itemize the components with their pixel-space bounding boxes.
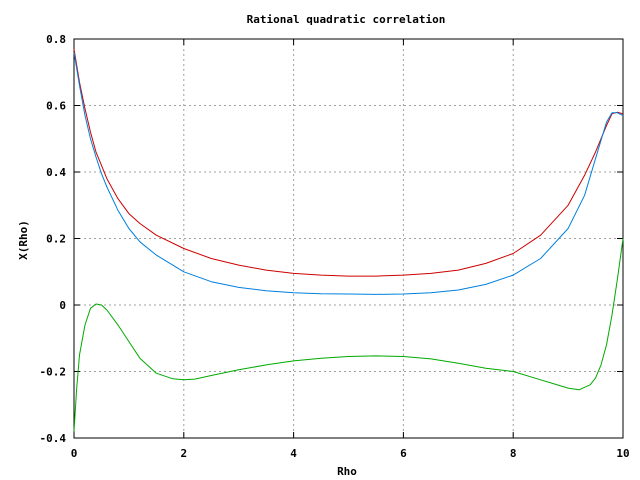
x-tick-label: 8 [510, 447, 517, 460]
series-line-1 [73, 48, 624, 277]
y-axis-label: X(Rho) [17, 220, 30, 260]
y-tick-label: -0.4 [40, 432, 67, 445]
x-tick-label: 6 [400, 447, 407, 460]
x-axis-label: Rho [337, 465, 357, 478]
x-tick-label: 10 [616, 447, 629, 460]
grid-lines [74, 39, 623, 438]
x-tick-label: 0 [71, 447, 78, 460]
series-lines [73, 48, 624, 432]
y-tick-label: -0.2 [40, 366, 67, 379]
y-tick-label: 0.2 [46, 233, 66, 246]
y-tick-label: 0 [59, 299, 66, 312]
series-line-2 [73, 52, 624, 295]
chart-title: Rational quadratic correlation [247, 13, 446, 26]
y-tick-label: 0.8 [46, 33, 66, 46]
x-tick-label: 4 [290, 447, 297, 460]
y-tick-label: 0.4 [46, 166, 66, 179]
axis-ticks: 0 2 4 6 8 10 -0.4 -0.2 0 0.2 0.4 0.6 0.8 [40, 33, 630, 460]
y-tick-label: 0.6 [46, 100, 66, 113]
x-tick-label: 2 [180, 447, 187, 460]
series-line-3 [73, 238, 624, 432]
